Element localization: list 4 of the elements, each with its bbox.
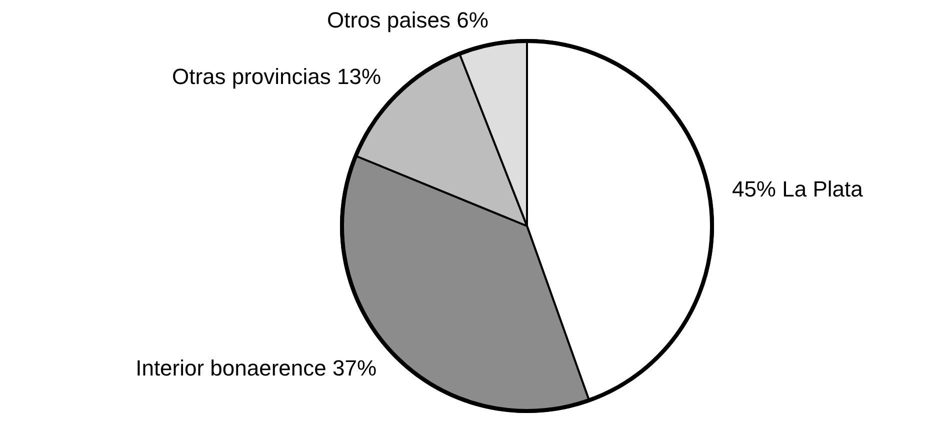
slice-label: Otros paises 6% <box>327 8 488 33</box>
slice-label: Interior bonaerence 37% <box>136 356 377 381</box>
slice-label: Otras provincias 13% <box>172 64 382 89</box>
slice-label: 45% La Plata <box>732 176 864 202</box>
